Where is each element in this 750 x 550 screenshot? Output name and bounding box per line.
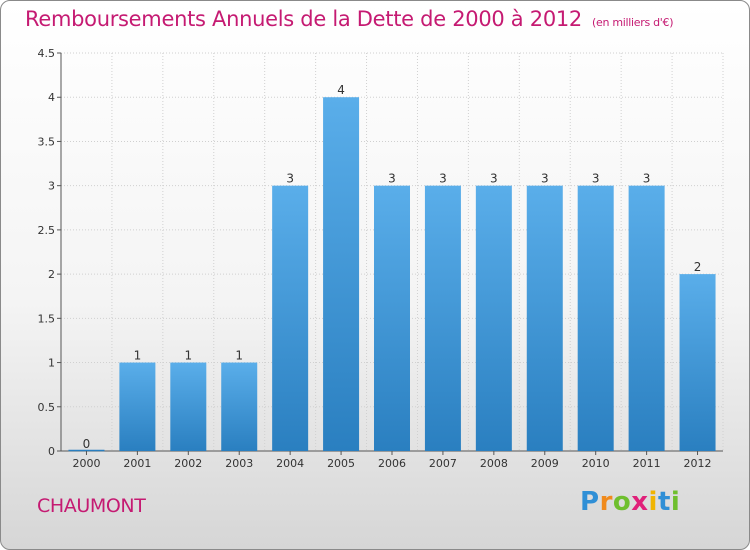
x-tick-label: 2007 (429, 457, 457, 470)
y-tick-label: 3 (48, 180, 55, 193)
x-tick-label: 2000 (72, 457, 100, 470)
x-tick-label: 2011 (633, 457, 661, 470)
bar (424, 185, 461, 451)
y-tick-label: 1.5 (38, 312, 56, 325)
x-tick-label: 2003 (225, 457, 253, 470)
data-label: 0 (83, 437, 91, 451)
data-label: 3 (541, 172, 549, 186)
data-label: 1 (235, 349, 243, 363)
title-text: Remboursements Annuels de la Dette de 20… (25, 7, 582, 31)
logo-letter: r (599, 487, 613, 517)
x-tick-label: 2005 (327, 457, 355, 470)
data-label: 3 (592, 172, 600, 186)
y-tick-label: 0.5 (38, 401, 56, 414)
y-tick-label: 2 (48, 268, 55, 281)
unit-note: (en milliers d'€) (592, 16, 674, 29)
data-label: 4 (337, 83, 345, 97)
y-tick-label: 2.5 (38, 224, 56, 237)
bar (577, 185, 614, 451)
y-tick-label: 1 (48, 357, 55, 370)
x-tick-label: 2008 (480, 457, 508, 470)
logo-letter: i (670, 487, 681, 517)
bar (323, 97, 360, 451)
x-tick-label: 2010 (582, 457, 610, 470)
bar (475, 185, 512, 451)
bar (679, 274, 716, 451)
x-tick-label: 2002 (174, 457, 202, 470)
chart-title: Remboursements Annuels de la Dette de 20… (25, 7, 673, 31)
y-tick-label: 4 (48, 91, 55, 104)
bar (272, 185, 309, 451)
logo-letter: o (612, 487, 632, 517)
bar (119, 362, 156, 451)
bar (221, 362, 258, 451)
data-label: 3 (490, 172, 498, 186)
x-tick-label: 2012 (684, 457, 712, 470)
x-tick-label: 2004 (276, 457, 304, 470)
data-label: 3 (286, 172, 294, 186)
municipality-name: CHAUMONT (37, 495, 146, 517)
x-tick-label: 2001 (123, 457, 151, 470)
data-label: 3 (388, 172, 396, 186)
bar (628, 185, 665, 451)
bar (526, 185, 563, 451)
data-label: 1 (134, 349, 142, 363)
x-tick-label: 2006 (378, 457, 406, 470)
logo-letter: i (648, 487, 658, 517)
logo-letter: x (631, 487, 649, 517)
data-label: 3 (439, 172, 447, 186)
bar (374, 185, 410, 451)
logo-letter: t (657, 487, 671, 517)
data-label: 3 (643, 172, 651, 186)
proxiti-logo: Proxiti (580, 487, 680, 517)
bar (170, 362, 207, 451)
y-tick-label: 3.5 (38, 135, 56, 148)
data-label: 2 (694, 260, 702, 274)
y-tick-label: 0 (48, 445, 55, 458)
data-label: 1 (184, 349, 192, 363)
x-tick-label: 2009 (531, 457, 559, 470)
y-tick-label: 4.5 (38, 47, 56, 60)
logo-letter: P (580, 487, 600, 517)
